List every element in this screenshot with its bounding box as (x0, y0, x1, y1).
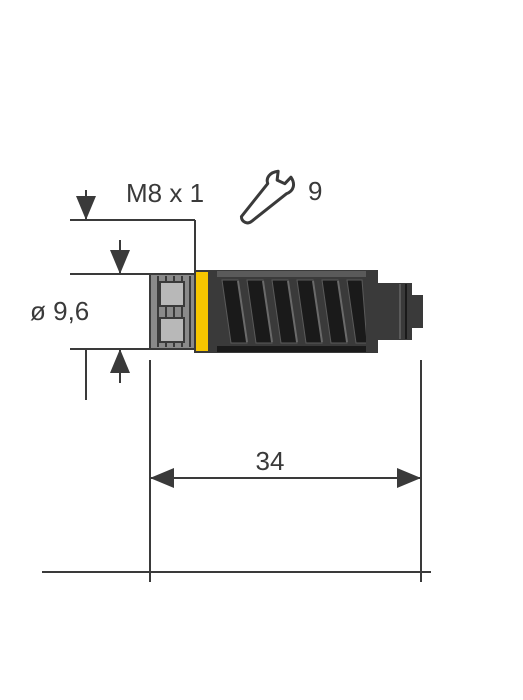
thread-label: M8 x 1 (126, 178, 204, 208)
color-ring (195, 271, 209, 352)
connector-drawing (150, 271, 423, 352)
cable-gland (367, 271, 411, 352)
grip-body (217, 271, 367, 352)
coupling-nut (150, 274, 195, 349)
wrench-icon (231, 167, 302, 224)
length-label: 34 (256, 446, 285, 476)
diameter-label: ø 9,6 (30, 296, 89, 326)
wrench-size-label: 9 (308, 176, 322, 206)
extension-lines (42, 190, 431, 582)
